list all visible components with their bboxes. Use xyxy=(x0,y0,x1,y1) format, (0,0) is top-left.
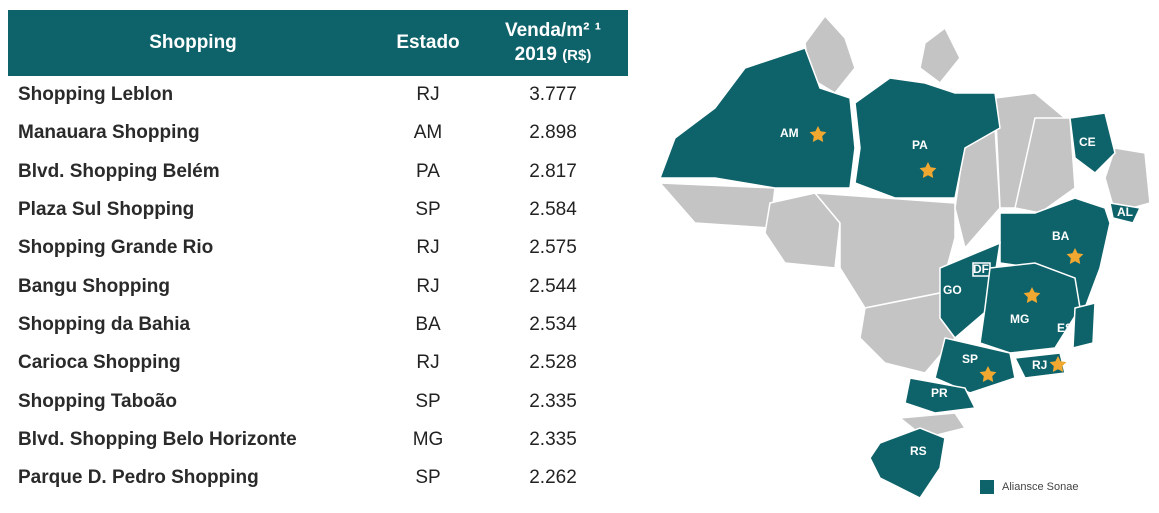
star-icon-rj xyxy=(1049,356,1067,372)
state-code: RJ xyxy=(416,352,440,374)
state-pr xyxy=(904,377,977,414)
table-header: Shopping Estado Venda/m² ¹ 2019 (R$) xyxy=(8,10,628,76)
shopping-sales-table: Shopping Estado Venda/m² ¹ 2019 (R$) Sho… xyxy=(8,10,628,497)
map-label-df: DF xyxy=(973,262,989,276)
sales-value: 2.817 xyxy=(529,160,577,182)
shopping-name: Plaza Sul Shopping xyxy=(18,199,195,221)
map-label-am: AM xyxy=(780,126,799,140)
table-row: Parque D. Pedro Shopping SP 2.262 xyxy=(8,459,628,497)
header-venda-year: 2019 xyxy=(514,43,557,65)
state-ce xyxy=(1069,112,1116,174)
sales-value: 3.777 xyxy=(529,84,577,106)
sales-value: 2.544 xyxy=(529,275,577,297)
state-ap xyxy=(919,26,961,85)
map-label-pr: PR xyxy=(931,386,948,400)
sales-value: 2.575 xyxy=(529,237,577,259)
brazil-map: AM PA CE AL BA DF GO MG ES SP RJ PR RS xyxy=(658,14,1151,499)
state-code: SP xyxy=(415,467,441,489)
state-code: RJ xyxy=(416,84,440,106)
sales-value: 2.898 xyxy=(529,122,577,144)
table-row: Shopping da Bahia BA 2.534 xyxy=(8,306,628,344)
header-venda: Venda/m² ¹ 2019 (R$) xyxy=(478,19,628,68)
state-rj xyxy=(1013,352,1066,379)
state-code: SP xyxy=(415,390,441,412)
state-mg xyxy=(979,262,1081,354)
map-label-al: AL xyxy=(1117,205,1133,219)
star-icon-ba xyxy=(1066,248,1084,264)
table-row: Carioca Shopping RJ 2.528 xyxy=(8,344,628,382)
state-es xyxy=(1072,302,1096,349)
state-ac xyxy=(658,182,776,229)
sales-value: 2.584 xyxy=(529,199,577,221)
shopping-name: Bangu Shopping xyxy=(18,275,170,297)
table-row: Shopping Grande Rio RJ 2.575 xyxy=(8,229,628,267)
table-body: Shopping Leblon RJ 3.777 Manauara Shopping A… xyxy=(8,76,628,497)
table-row: Blvd. Shopping Belém PA 2.817 xyxy=(8,153,628,191)
state-code: BA xyxy=(415,313,441,335)
map-label-mg: MG xyxy=(1010,312,1029,326)
shopping-name: Shopping Leblon xyxy=(18,84,174,106)
header-estado: Estado xyxy=(396,32,460,53)
star-icon-mg xyxy=(1023,287,1041,303)
state-pa xyxy=(854,77,1001,199)
shopping-name: Shopping da Bahia xyxy=(18,313,191,335)
state-sp xyxy=(934,337,1016,394)
state-code: MG xyxy=(412,428,444,450)
table-row: Shopping Taboão SP 2.335 xyxy=(8,382,628,420)
state-code: RJ xyxy=(416,275,440,297)
legend-swatch xyxy=(980,480,994,494)
sales-value: 2.528 xyxy=(529,352,577,374)
state-code: RJ xyxy=(416,237,440,259)
shopping-name: Carioca Shopping xyxy=(18,352,181,374)
table-row: Plaza Sul Shopping SP 2.584 xyxy=(8,191,628,229)
state-code: SP xyxy=(415,199,441,221)
star-icon-pa xyxy=(919,162,937,179)
shopping-name: Manauara Shopping xyxy=(18,122,200,144)
star-icon-am xyxy=(809,126,827,143)
shopping-name: Shopping Grande Rio xyxy=(18,237,214,259)
star-icon-sp xyxy=(979,366,997,382)
sales-value: 2.262 xyxy=(529,467,577,489)
map-label-es: ES xyxy=(1057,321,1073,335)
map-label-go: GO xyxy=(943,283,962,297)
shopping-name: Parque D. Pedro Shopping xyxy=(18,467,259,489)
state-code: AM xyxy=(413,122,443,144)
table-row: Bangu Shopping RJ 2.544 xyxy=(8,267,628,305)
sales-value: 2.335 xyxy=(529,390,577,412)
header-venda-line1: Venda/m² ¹ xyxy=(504,19,602,41)
state-pi xyxy=(1014,117,1076,214)
header-venda-unit: (R$) xyxy=(562,46,592,64)
state-am xyxy=(658,47,856,189)
table-row: Blvd. Shopping Belo Horizonte MG 2.335 xyxy=(8,421,628,459)
sales-value: 2.534 xyxy=(529,313,577,335)
shopping-name: Blvd. Shopping Belém xyxy=(18,160,220,182)
map-label-rj: RJ xyxy=(1032,358,1047,372)
map-label-ce: CE xyxy=(1079,135,1096,149)
header-venda-line2: 2019 (R$) xyxy=(478,43,628,68)
map-label-rs: RS xyxy=(910,444,927,458)
shopping-name: Shopping Taboão xyxy=(18,390,178,412)
map-label-sp: SP xyxy=(962,352,978,366)
state-al xyxy=(1109,202,1142,224)
shopping-name: Blvd. Shopping Belo Horizonte xyxy=(18,428,297,450)
state-code: PA xyxy=(416,160,440,182)
table-row: Shopping Leblon RJ 3.777 xyxy=(8,76,628,114)
state-rs xyxy=(869,427,946,499)
legend-label: Aliansce Sonae xyxy=(1002,481,1079,493)
table-row: Manauara Shopping AM 2.898 xyxy=(8,114,628,152)
map-label-pa: PA xyxy=(912,138,928,152)
map-label-ba: BA xyxy=(1052,229,1070,243)
header-shopping: Shopping xyxy=(149,32,237,53)
sales-value: 2.335 xyxy=(529,428,577,450)
map-legend: Aliansce Sonae xyxy=(980,480,1078,494)
